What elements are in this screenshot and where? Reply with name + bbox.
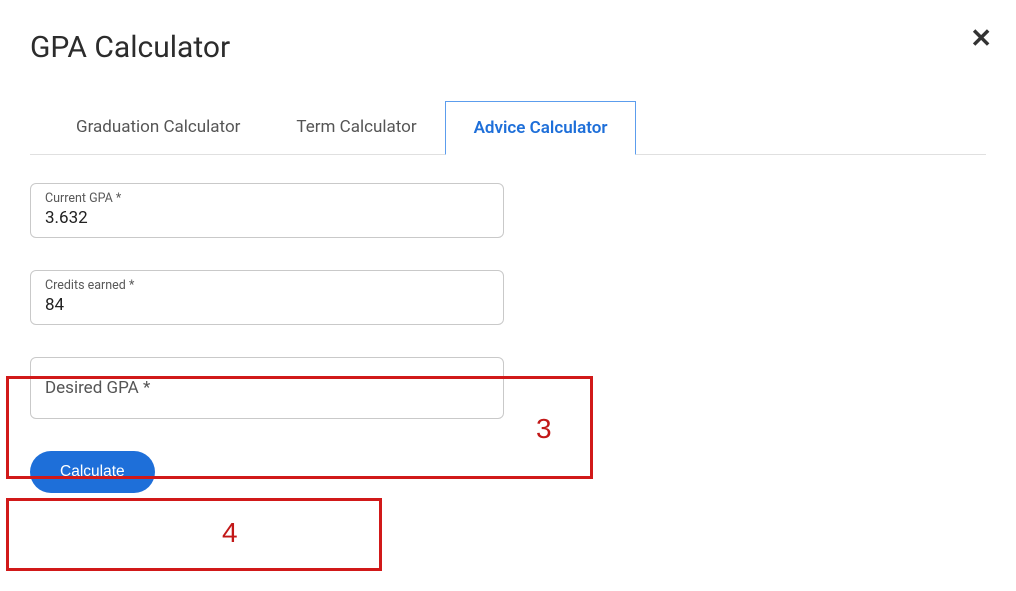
tabs: Graduation Calculator Term Calculator Ad…	[30, 101, 986, 155]
credits-earned-label: Credits earned *	[45, 278, 489, 293]
tab-term-calculator[interactable]: Term Calculator	[268, 101, 444, 154]
credits-earned-field[interactable]: Credits earned *	[30, 270, 504, 325]
current-gpa-input[interactable]	[45, 208, 489, 228]
credits-earned-input[interactable]	[45, 295, 489, 315]
tab-advice-calculator[interactable]: Advice Calculator	[445, 101, 637, 155]
annotation-label-4: 4	[222, 517, 238, 549]
current-gpa-field[interactable]: Current GPA *	[30, 183, 504, 238]
form-area: Current GPA * Credits earned * Desired G…	[30, 155, 986, 493]
calculate-button[interactable]: Calculate	[30, 451, 155, 493]
desired-gpa-field[interactable]: Desired GPA *	[30, 357, 504, 419]
annotation-box-4	[6, 498, 382, 571]
close-icon[interactable]: ✕	[970, 26, 992, 52]
tab-graduation-calculator[interactable]: Graduation Calculator	[48, 101, 268, 154]
current-gpa-label: Current GPA *	[45, 191, 489, 206]
page-title: GPA Calculator	[30, 30, 230, 65]
desired-gpa-label: Desired GPA *	[45, 378, 150, 398]
